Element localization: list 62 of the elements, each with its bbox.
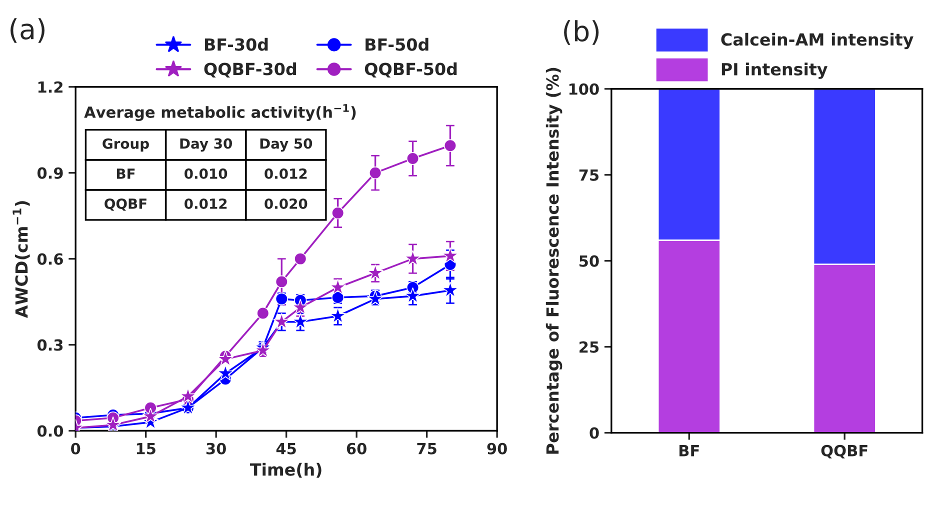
- legend-label: BF-50d: [366, 38, 428, 51]
- annotation: Day 50: [260, 138, 312, 152]
- y-tick-label: 0.0: [37, 425, 64, 437]
- y-tick-label: 0: [590, 427, 599, 439]
- point: [217, 364, 234, 381]
- annotation: 0.020: [264, 198, 308, 209]
- x-tick-label: 0: [71, 442, 80, 454]
- point: [275, 275, 288, 288]
- chart-title: (b): [564, 20, 599, 45]
- point: [368, 166, 382, 180]
- point: [404, 287, 422, 304]
- point: [254, 342, 272, 358]
- x-tick-label: BF: [680, 445, 699, 456]
- point: [442, 282, 459, 298]
- x-tick-label: QQBF: [821, 444, 868, 458]
- annotation: Group: [102, 138, 149, 152]
- point: [404, 250, 422, 266]
- point: [444, 139, 457, 152]
- y-tick-label: 100: [569, 83, 599, 95]
- x-tick-label: 30: [206, 442, 226, 454]
- point: [292, 313, 309, 330]
- annotation: 0.012: [264, 168, 307, 179]
- x-axis-title: Time(h): [250, 462, 322, 478]
- point: [217, 350, 234, 366]
- y-tick-label: 0.6: [37, 253, 63, 265]
- y-axis-title: AWCD(cm$^{−1}$): [12, 201, 30, 318]
- legend-label: Calcein-AM intensity: [721, 32, 914, 50]
- x-tick-label: 75: [417, 443, 436, 454]
- point: [330, 307, 346, 324]
- point: [180, 388, 196, 404]
- y-tick-label: 0.3: [37, 339, 63, 351]
- annotation: Average metabolic activity(h$^{−1}$): [84, 104, 356, 122]
- x-tick-label: 15: [136, 443, 156, 454]
- legend-label: BF-30d: [204, 38, 268, 51]
- y-tick-label: 0.9: [37, 167, 63, 179]
- annotation: 0.012: [184, 198, 227, 209]
- x-tick-label: 60: [346, 442, 366, 454]
- annotation: BF: [116, 168, 135, 179]
- legend-label: QQBF-50d: [364, 62, 457, 78]
- point: [332, 206, 344, 220]
- point: [256, 306, 270, 320]
- y-axis-title: Percentage of Fluorescence Intensity (%): [546, 68, 562, 454]
- y-tick-label: 25: [580, 341, 599, 353]
- legend-label: QQBF-30d: [204, 62, 296, 78]
- point: [406, 152, 420, 165]
- point: [292, 298, 309, 315]
- annotation: Day 30: [180, 138, 232, 152]
- point: [294, 252, 307, 266]
- x-tick-label: 90: [487, 442, 507, 454]
- point: [442, 247, 459, 264]
- point: [366, 264, 384, 280]
- y-tick-label: 1.2: [38, 81, 62, 93]
- point: [142, 408, 159, 424]
- legend-label: PI intensity: [722, 62, 828, 79]
- point: [330, 278, 346, 295]
- y-tick-label: 50: [580, 255, 599, 267]
- y-tick-label: 75: [579, 170, 599, 181]
- annotation: 0.010: [184, 168, 228, 179]
- point: [366, 290, 384, 306]
- annotation: QQBF: [104, 198, 146, 211]
- chart-title: (a): [10, 18, 44, 43]
- x-tick-label: 45: [276, 443, 296, 454]
